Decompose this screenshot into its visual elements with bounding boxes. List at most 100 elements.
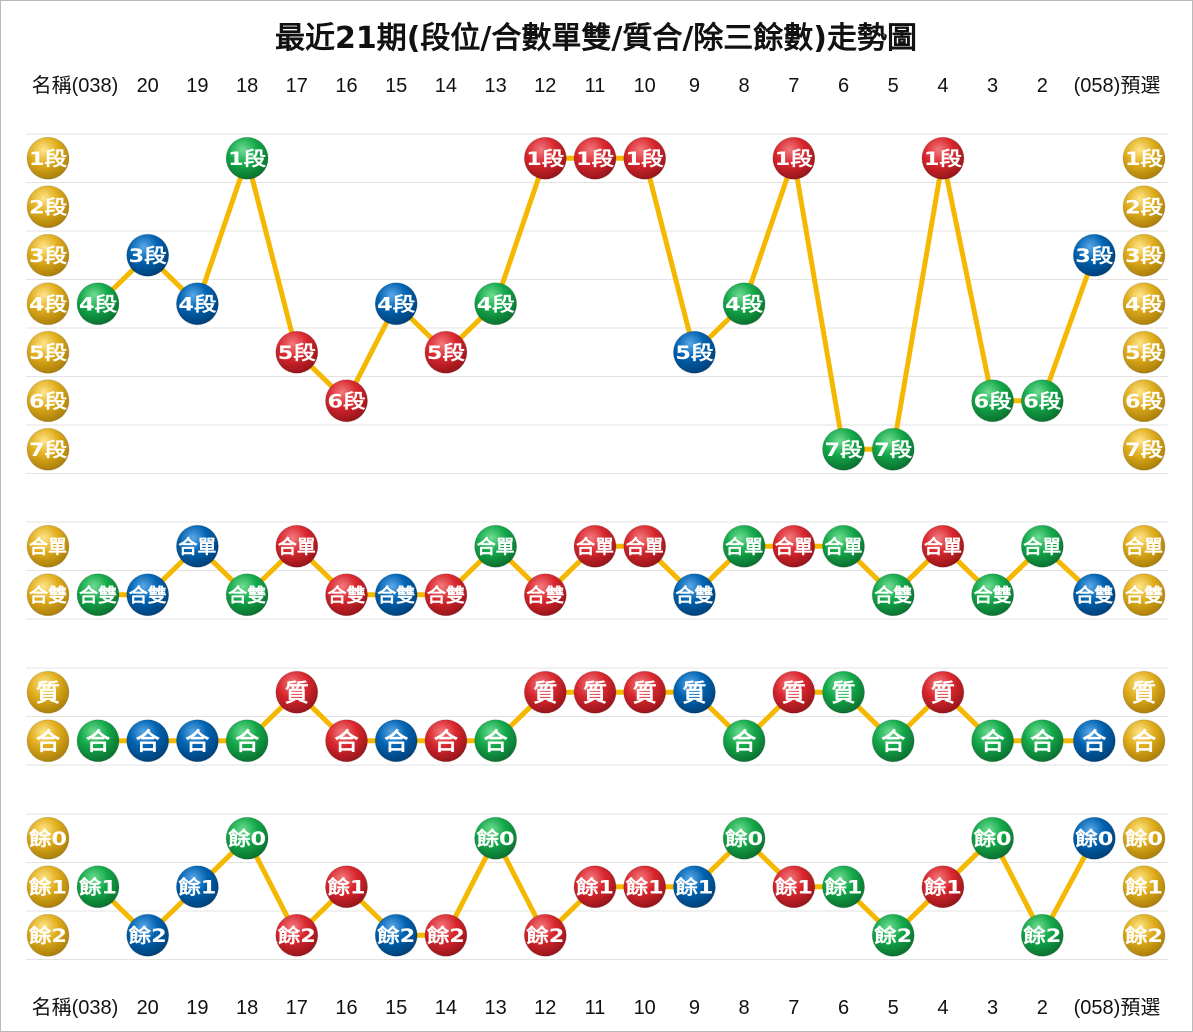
data-point: 餘2 [871, 913, 915, 957]
data-point: 餘0 [225, 816, 269, 860]
legend-left-section: 7段 [26, 427, 70, 471]
legend-right-odd-even-label: 合雙 [1125, 584, 1163, 607]
data-point: 4段 [474, 282, 518, 326]
data-point-label: 4段 [477, 293, 516, 316]
legend-right-mod-three-circle [1122, 865, 1166, 909]
legend-left-prime-composite: 質 [26, 670, 70, 714]
header-top-first-label: 名稱(038) [32, 74, 119, 97]
legend-left-mod-three-label: 餘2 [29, 924, 67, 947]
data-point-label: 合單 [278, 535, 316, 558]
legend-right-section-circle [1122, 136, 1166, 180]
data-point-circle [275, 670, 319, 714]
data-point-circle [921, 670, 965, 714]
data-point-label: 6段 [1023, 390, 1062, 413]
data-point-circle [1020, 524, 1064, 568]
data-point: 6段 [971, 379, 1015, 423]
data-point: 餘1 [672, 865, 716, 909]
legend-right-section-label: 7段 [1125, 438, 1164, 461]
data-point-label: 合 [981, 727, 1006, 755]
legend-right-section-label: 6段 [1125, 390, 1164, 413]
data-point-circle [523, 136, 567, 180]
data-point-label: 質 [633, 679, 657, 707]
legend-right-prime-composite: 合 [1122, 719, 1166, 763]
legend-left-section: 3段 [26, 233, 70, 277]
data-point: 質 [523, 670, 567, 714]
legend-left-section-circle [26, 136, 70, 180]
data-point: 7段 [871, 427, 915, 471]
prediction-point-circle [1072, 719, 1116, 763]
data-point: 合單 [275, 524, 319, 568]
legend-left-odd-even: 合單 [26, 524, 70, 568]
data-point-circle [474, 719, 518, 763]
prediction-point-label: 合雙 [1075, 584, 1113, 607]
data-point: 4段 [175, 282, 219, 326]
data-point-label: 合 [732, 727, 757, 755]
data-point-circle [325, 573, 368, 617]
data-point-label: 合單 [178, 535, 216, 558]
data-point-label: 合 [881, 727, 906, 755]
data-point: 合單 [175, 524, 219, 568]
header-top-period-label: 9 [689, 75, 700, 97]
prediction-point: 餘0 [1072, 816, 1116, 860]
data-point-circle [275, 913, 319, 957]
legend-right-mod-three-circle [1122, 913, 1166, 957]
legend-left-odd-even-circle [26, 524, 70, 568]
legend-left-odd-even-label: 合單 [29, 535, 67, 558]
data-point-label: 合 [1030, 727, 1055, 755]
data-point-label: 餘2 [1023, 924, 1061, 947]
panel-mod-three: 餘0 餘0 餘1 餘1 餘2 餘2 餘1 餘2 餘1 餘0 餘2 餘1 餘2 餘2 餘0 餘2 餘1 餘1 餘1 餘0… [26, 813, 1168, 960]
legend-right-odd-even-circle [1122, 573, 1166, 617]
legend-left-section-circle [26, 282, 70, 326]
data-point-label: 4段 [377, 293, 416, 316]
data-point: 餘1 [573, 865, 617, 909]
data-point-label: 合單 [775, 535, 813, 558]
legend-right-section: 6段 [1122, 379, 1166, 423]
data-point-circle [971, 719, 1015, 763]
data-point: 合 [722, 719, 766, 763]
data-point-circle [374, 573, 418, 617]
data-point: 餘1 [822, 865, 865, 909]
header-bottom-period-label: 19 [186, 997, 208, 1019]
data-point: 質 [822, 670, 865, 714]
legend-left-prime-composite: 合 [26, 719, 70, 763]
data-point: 餘1 [921, 865, 965, 909]
data-point-circle [1020, 379, 1064, 423]
data-point-label: 質 [682, 679, 706, 707]
data-point-label: 合 [384, 727, 409, 755]
data-point: 質 [772, 670, 816, 714]
data-point-label: 7段 [874, 438, 913, 461]
data-point-circle [772, 670, 816, 714]
data-point: 合單 [772, 524, 816, 568]
data-point-label: 餘2 [377, 924, 415, 947]
legend-left-prime-composite-circle [26, 670, 70, 714]
legend-right-section: 2段 [1122, 185, 1166, 229]
legend-left-section: 5段 [26, 330, 70, 374]
legend-left-mod-three-label: 餘0 [29, 827, 67, 850]
data-point-circle [623, 136, 667, 180]
data-point-label: 餘2 [874, 924, 912, 947]
legend-right-section-circle [1122, 233, 1166, 277]
legend-right-section: 4段 [1122, 282, 1166, 326]
data-point-label: 6段 [974, 390, 1013, 413]
legend-right-odd-even: 合雙 [1122, 573, 1166, 617]
data-point-circle [175, 865, 219, 909]
data-point-circle [374, 282, 418, 326]
prediction-point-circle [1072, 233, 1116, 277]
data-point-label: 4段 [79, 293, 118, 316]
header-bottom-period-label: 16 [335, 997, 357, 1019]
legend-left-prime-composite-label: 合 [36, 727, 61, 755]
data-point-circle [722, 524, 766, 568]
prediction-point-label: 餘0 [1075, 827, 1113, 850]
data-point-circle [971, 379, 1015, 423]
data-point: 合雙 [971, 573, 1015, 617]
legend-right-odd-even: 合單 [1122, 524, 1166, 568]
legend-left-mod-three-circle [26, 865, 70, 909]
header-top-period-label: 18 [236, 75, 258, 97]
data-point-circle [1020, 719, 1064, 763]
period-header-bottom: 名稱(038) 20 19 18 17 16 15 14 13 12 11 10 9 8 7 6 5 4 3 2 (05… [32, 996, 1161, 1019]
data-point-circle [76, 282, 120, 326]
prediction-point-label: 3段 [1075, 244, 1114, 267]
chart-panels: 1段 1段 2段 2段 3段 3段 4段 4段 5段 5段 6段 6段 7段 7段 4段 3段 4段 1段 5段 6段… [26, 133, 1168, 960]
data-point-circle [325, 379, 368, 423]
